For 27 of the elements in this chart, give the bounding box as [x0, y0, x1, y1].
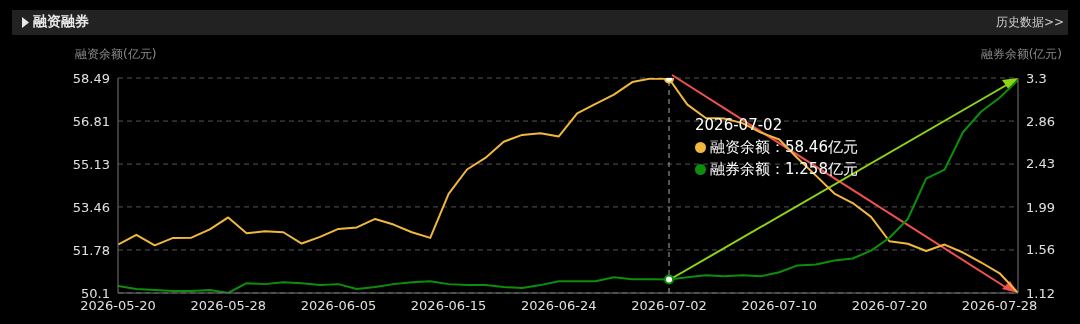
- x-tick-label: 2026-06-24: [521, 298, 597, 314]
- y-tick-label: 53.46: [72, 199, 110, 215]
- y-tick-label: 55.13: [72, 156, 110, 172]
- y-tick-label: 51.78: [72, 242, 110, 258]
- chart-title: 融资融券: [33, 13, 89, 31]
- x-tick-label: 2026-07-20: [851, 298, 928, 314]
- x-tick-label: 2026-06-15: [410, 298, 487, 314]
- line-series: [118, 78, 1018, 293]
- x-tick-label: 2026-07-02: [631, 298, 707, 314]
- y-tick-label: 50.1: [81, 285, 110, 301]
- y2-tick-label: 2.43: [1026, 156, 1055, 172]
- y2-tick-label: 1.99: [1026, 199, 1055, 215]
- y2-axis-title: 融券余额(亿元): [980, 46, 1062, 63]
- y-tick-label: 56.81: [72, 113, 110, 129]
- y2-tick-label: 2.86: [1026, 114, 1055, 130]
- y2-tick-label: 3.3: [1026, 70, 1047, 86]
- y2-tick-label: 1.12: [1026, 285, 1055, 301]
- x-tick-label: 2026-05-20: [80, 298, 156, 314]
- x-tick-label: 2026-07-28: [961, 298, 1038, 314]
- x-tick-label: 2026-05-28: [190, 298, 266, 314]
- text: 历史数据>>: [995, 14, 1064, 31]
- y2-tick-label: 1.56: [1026, 242, 1055, 258]
- y-tick-label: 58.49: [72, 70, 110, 86]
- x-tick-label: 2026-07-10: [741, 298, 818, 314]
- y-axis-title: 融资余额(亿元): [75, 46, 157, 63]
- annotation: 融资余额：58.46亿元: [710, 137, 858, 158]
- x-tick-label: 2026-06-05: [300, 298, 377, 314]
